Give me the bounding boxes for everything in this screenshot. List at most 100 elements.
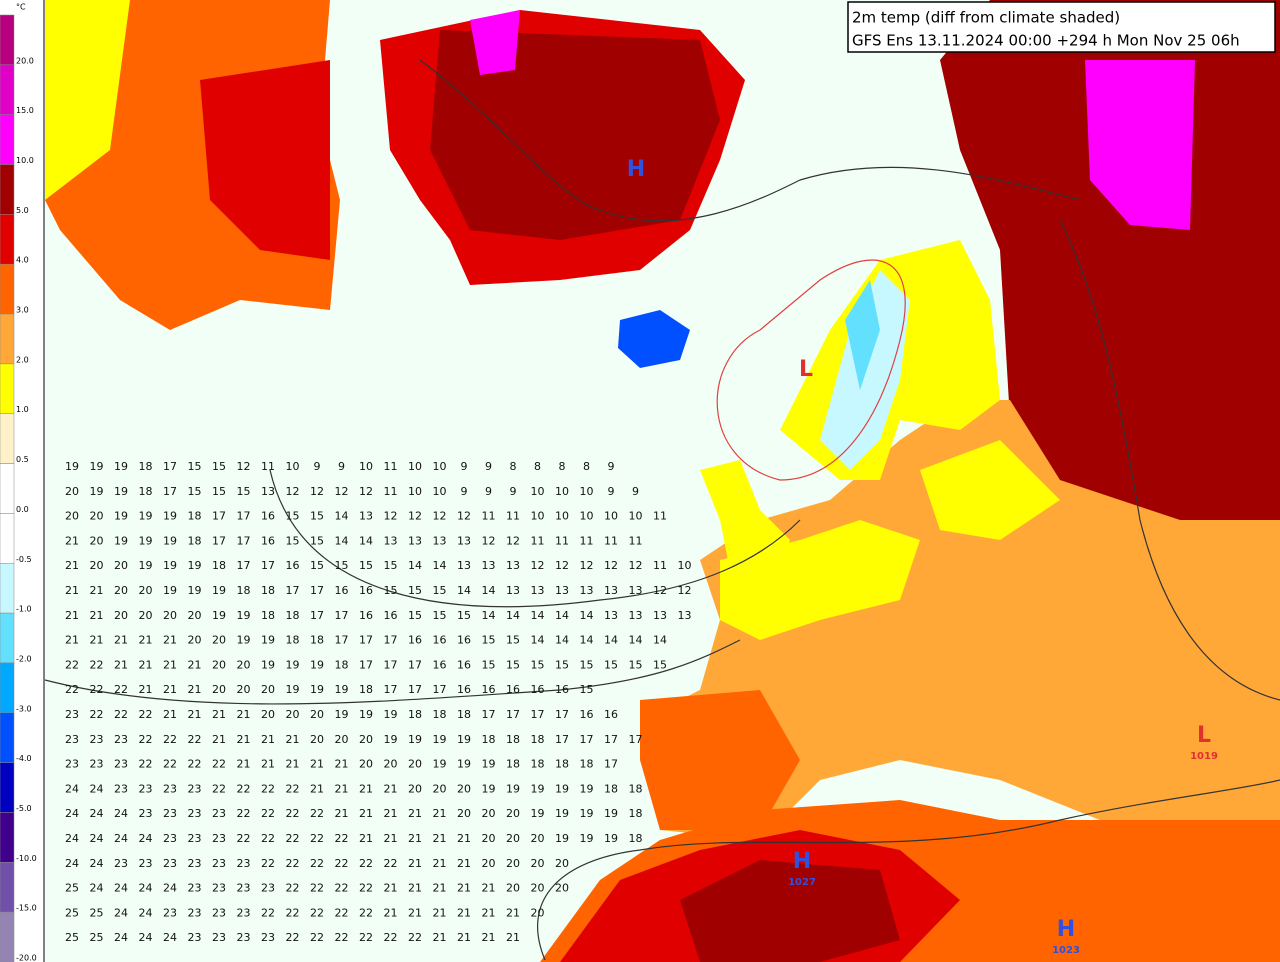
grid-value: 12 <box>482 534 496 547</box>
grid-value: 17 <box>212 510 226 523</box>
grid-value: 19 <box>188 559 202 572</box>
grid-value: 19 <box>335 683 349 696</box>
grid-value: 24 <box>139 832 153 845</box>
grid-value: 21 <box>433 832 447 845</box>
grid-value: 17 <box>384 634 398 647</box>
grid-value: 18 <box>506 758 520 771</box>
grid-value: 19 <box>286 658 300 671</box>
grid-value: 23 <box>237 882 251 895</box>
grid-value: 23 <box>114 782 128 795</box>
grid-value: 20 <box>531 906 545 919</box>
grid-value: 21 <box>90 609 104 622</box>
grid-value: 16 <box>335 584 349 597</box>
grid-value: 13 <box>408 534 422 547</box>
pressure-center: L <box>799 357 813 382</box>
grid-value: 15 <box>384 584 398 597</box>
grid-value: 23 <box>212 857 226 870</box>
grid-value: 20 <box>65 485 79 498</box>
grid-value: 19 <box>604 807 618 820</box>
grid-value: 19 <box>163 559 177 572</box>
grid-value: 9 <box>314 460 321 473</box>
grid-value: 24 <box>139 882 153 895</box>
grid-value: 18 <box>433 708 447 721</box>
grid-value: 23 <box>163 857 177 870</box>
grid-value: 15 <box>482 634 496 647</box>
grid-value: 25 <box>90 931 104 944</box>
land-norway-cold <box>845 280 880 390</box>
isobar <box>44 639 741 705</box>
grid-value: 16 <box>261 510 275 523</box>
grid-value: 21 <box>188 658 202 671</box>
grid-value: 21 <box>433 882 447 895</box>
grid-value: 15 <box>433 584 447 597</box>
grid-value: 23 <box>188 832 202 845</box>
legend-band <box>0 114 15 165</box>
grid-value: 20 <box>188 634 202 647</box>
grid-value: 19 <box>457 733 471 746</box>
grid-value: 15 <box>506 634 520 647</box>
grid-value: 24 <box>114 931 128 944</box>
grid-value: 9 <box>338 460 345 473</box>
grid-value: 24 <box>65 857 79 870</box>
grid-value: 19 <box>580 832 594 845</box>
grid-value: 22 <box>65 658 79 671</box>
grid-value: 14 <box>359 534 373 547</box>
grid-value: 21 <box>90 584 104 597</box>
land-greenland-peak <box>470 10 520 75</box>
grid-value: 19 <box>506 782 520 795</box>
grid-value: 13 <box>629 609 643 622</box>
grid-value: 21 <box>310 782 324 795</box>
grid-value: 21 <box>65 609 79 622</box>
grid-value: 22 <box>335 832 349 845</box>
grid-value: 16 <box>457 658 471 671</box>
grid-value: 10 <box>531 485 545 498</box>
grid-value: 18 <box>237 584 251 597</box>
grid-value: 21 <box>433 906 447 919</box>
legend-band <box>0 214 15 265</box>
grid-value: 22 <box>114 708 128 721</box>
grid-value: 25 <box>65 931 79 944</box>
grid-value: 19 <box>188 584 202 597</box>
grid-value: 20 <box>237 658 251 671</box>
grid-value: 15 <box>188 485 202 498</box>
grid-value: 12 <box>457 510 471 523</box>
grid-value: 21 <box>237 733 251 746</box>
grid-value: 14 <box>580 634 594 647</box>
grid-value: 22 <box>163 758 177 771</box>
grid-value: 13 <box>531 584 545 597</box>
grid-value: 22 <box>335 882 349 895</box>
grid-value: 13 <box>629 584 643 597</box>
grid-value: 11 <box>555 534 569 547</box>
grid-value: 14 <box>531 634 545 647</box>
grid-value: 22 <box>286 906 300 919</box>
grid-value: 14 <box>335 510 349 523</box>
grid-value: 15 <box>286 534 300 547</box>
grid-value: 20 <box>90 534 104 547</box>
grid-value: 11 <box>384 485 398 498</box>
isobar <box>419 59 1081 222</box>
grid-value: 13 <box>457 559 471 572</box>
grid-value: 21 <box>482 906 496 919</box>
grid-value: 21 <box>139 634 153 647</box>
grid-value: 19 <box>163 584 177 597</box>
pressure-center: L <box>1197 723 1211 748</box>
grid-value: 12 <box>531 559 545 572</box>
grid-value: 22 <box>90 708 104 721</box>
grid-value: 18 <box>629 782 643 795</box>
grid-value: 12 <box>604 559 618 572</box>
grid-value: 22 <box>286 857 300 870</box>
grid-value: 20 <box>310 733 324 746</box>
grid-value: 21 <box>408 906 422 919</box>
grid-value: 21 <box>506 931 520 944</box>
grid-value: 9 <box>608 485 615 498</box>
grid-value: 21 <box>139 683 153 696</box>
grid-value: 21 <box>286 733 300 746</box>
grid-value: 21 <box>384 882 398 895</box>
grid-value: 19 <box>261 634 275 647</box>
grid-value: 21 <box>335 758 349 771</box>
grid-value: 20 <box>506 832 520 845</box>
grid-value: 11 <box>531 534 545 547</box>
grid-value: 20 <box>555 857 569 870</box>
grid-value: 19 <box>90 460 104 473</box>
grid-value: 24 <box>114 906 128 919</box>
